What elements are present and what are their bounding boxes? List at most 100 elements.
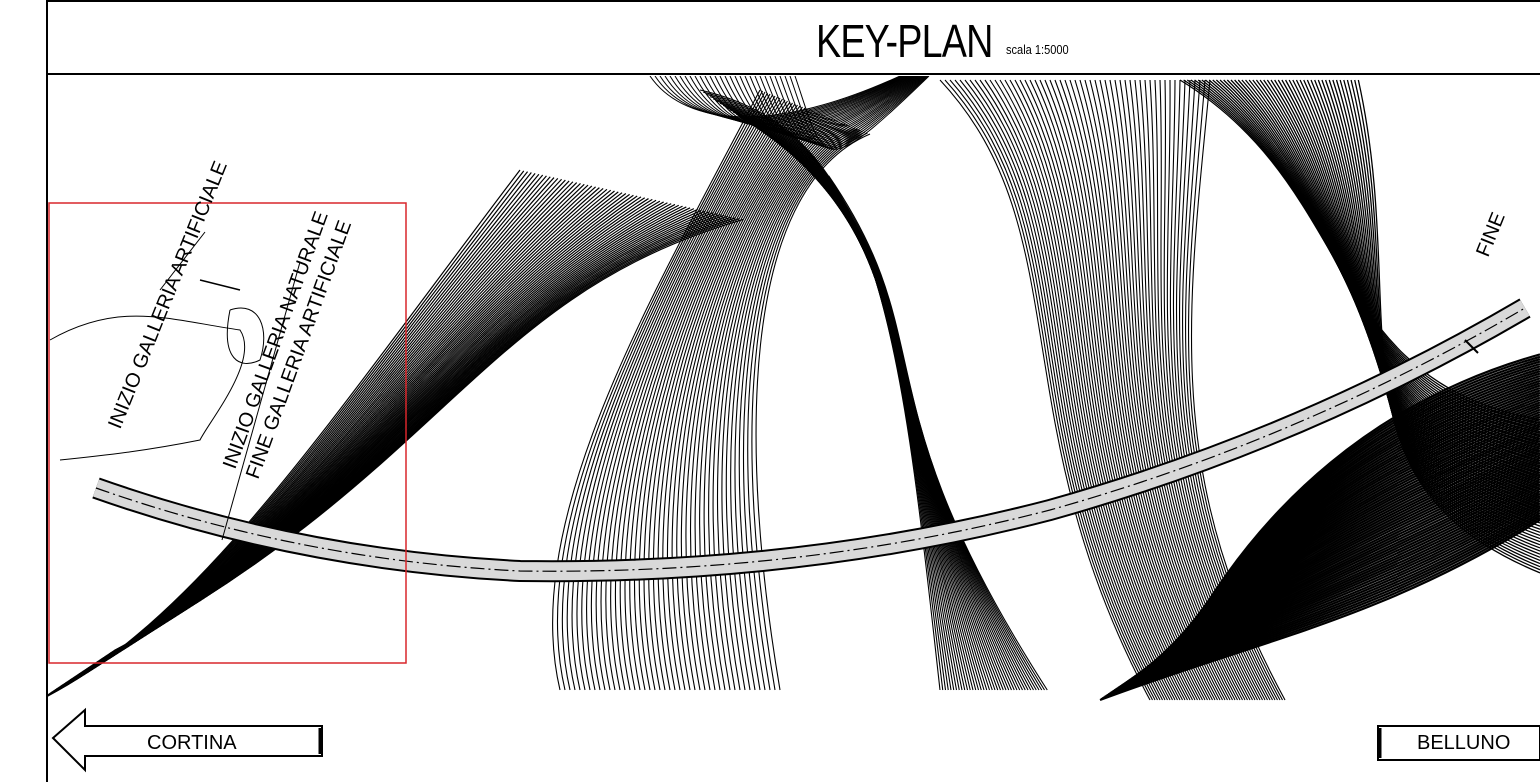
contour-line <box>694 119 836 691</box>
road-centerline <box>95 307 1526 572</box>
contour-line <box>708 122 843 691</box>
contour-line <box>1124 79 1243 701</box>
contour-line <box>1094 79 1228 701</box>
contour-line <box>725 126 853 691</box>
contour-line <box>994 79 1178 701</box>
label-tunnel-start-artificial: INIZIO GALLERIA ARTIFICIALE <box>104 158 232 432</box>
contour-line <box>561 91 766 691</box>
contour-line <box>979 79 1171 701</box>
contour-line <box>114 218 744 651</box>
contour-line <box>652 110 813 691</box>
contour-line <box>556 90 763 691</box>
contour-line <box>1134 79 1248 701</box>
contour-line <box>671 114 823 691</box>
contour-line <box>1069 79 1216 701</box>
contour-line <box>984 79 1173 701</box>
contour-line <box>58 182 578 688</box>
contour-line <box>659 76 903 120</box>
contour-line <box>1014 79 1188 701</box>
contour-line <box>624 104 798 691</box>
contour-line <box>818 168 1040 691</box>
detail-area-box <box>48 202 407 664</box>
contour-line <box>794 76 930 150</box>
contour-line <box>586 96 778 691</box>
contour-line <box>689 118 833 691</box>
contour-line <box>954 79 1158 701</box>
contour-line <box>1084 79 1223 701</box>
contour-line <box>1109 79 1236 701</box>
contour-line <box>638 107 806 691</box>
contour-line <box>648 109 811 691</box>
contour-line <box>684 76 908 126</box>
contour-line <box>1099 79 1231 701</box>
belluno-label: BELLUNO <box>1417 732 1510 754</box>
contour-line <box>1074 79 1218 701</box>
contour-line <box>1029 79 1196 701</box>
contour-line <box>643 108 808 691</box>
contour-line <box>1089 79 1226 701</box>
contour-line <box>610 101 791 691</box>
contour-line <box>1119 79 1241 701</box>
title-bar: KEY-PLAN scala 1:5000 <box>46 0 1540 75</box>
contour-line <box>1129 79 1246 701</box>
contour-line <box>944 79 1153 701</box>
contour-line <box>1044 79 1203 701</box>
contour-line <box>969 79 1166 701</box>
contour-line <box>1039 79 1201 701</box>
label-tunnel-end-right: FINE <box>1472 209 1509 259</box>
contour-line <box>199 279 241 291</box>
contour-line <box>959 79 1161 701</box>
contour-line <box>1181 353 1540 646</box>
contour-line <box>576 94 773 691</box>
contour-line <box>566 92 768 691</box>
contour-line <box>749 122 982 691</box>
contour-line <box>815 166 1037 691</box>
contour-line <box>1019 79 1191 701</box>
contour-line <box>788 149 1015 691</box>
contour-line <box>48 169 521 697</box>
contour-line <box>949 79 1156 701</box>
contour-line <box>730 127 856 691</box>
contour-line <box>721 125 851 691</box>
contour-line <box>1114 79 1238 701</box>
contour-line <box>634 106 803 691</box>
contour-line <box>939 79 1151 701</box>
contour-line <box>669 76 905 122</box>
contour-line <box>657 111 816 691</box>
contour-line <box>48 170 525 697</box>
contour-line <box>1009 79 1186 701</box>
contour-line <box>676 115 826 691</box>
contour-line <box>571 93 771 691</box>
contour-line <box>1034 79 1198 701</box>
contour-line <box>619 103 796 691</box>
station-line-start <box>159 231 206 291</box>
contour-line <box>605 100 788 691</box>
contour-line <box>666 113 821 691</box>
cortina-arrow: CORTINA <box>51 707 323 773</box>
contour-line <box>772 137 1002 691</box>
contour-line <box>1064 79 1213 701</box>
contour-line <box>785 146 1013 691</box>
contour-line <box>49 315 246 461</box>
cortina-label: CORTINA <box>147 732 237 754</box>
belluno-arrow: BELLUNO <box>1377 725 1540 761</box>
contour-line <box>685 117 831 691</box>
contour-line <box>226 307 265 364</box>
contour-line <box>1139 79 1251 701</box>
contour-line <box>1079 79 1221 701</box>
contour-line <box>999 79 1181 701</box>
contour-line <box>590 97 781 691</box>
contour-line <box>614 102 793 691</box>
contour-line <box>552 89 761 691</box>
contour-line <box>1104 79 1233 701</box>
contour-line <box>680 116 828 691</box>
scale-label: scala 1:5000 <box>1006 42 1069 57</box>
contour-line <box>765 133 996 691</box>
drawing-frame <box>46 0 1540 782</box>
contour-line <box>1059 79 1211 701</box>
contour-line <box>1024 79 1193 701</box>
contour-line <box>755 126 988 691</box>
contour-line <box>581 95 776 691</box>
contour-line <box>989 79 1176 701</box>
